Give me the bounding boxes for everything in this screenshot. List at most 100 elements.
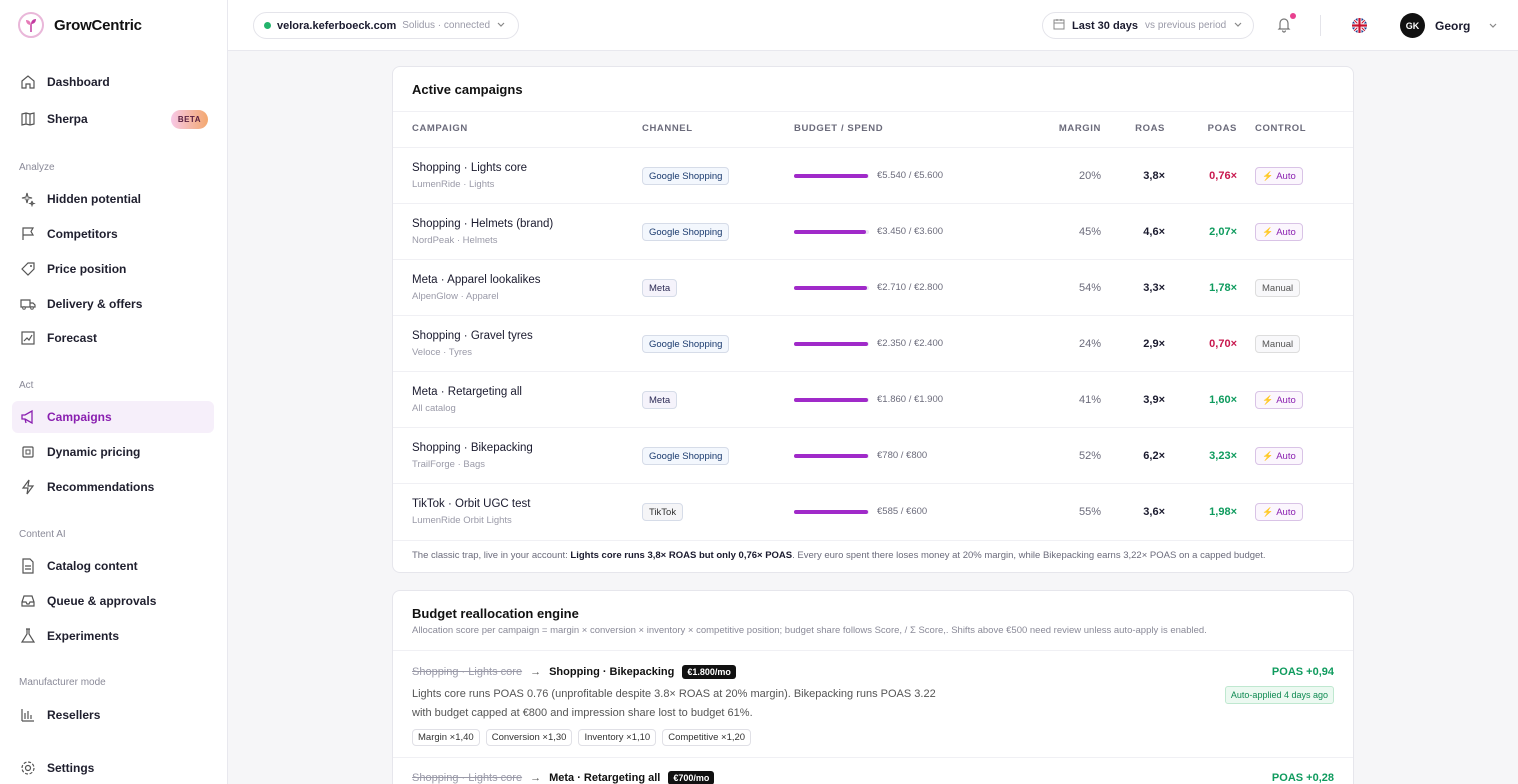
roas-value: 4,6× bbox=[1143, 226, 1165, 238]
budget-progress-bar bbox=[794, 510, 869, 514]
table-row[interactable]: Shopping · Helmets (brand) NordPeak · Hel… bbox=[393, 203, 1353, 259]
table-row[interactable]: Shopping · Lights core LumenRide · Lights… bbox=[393, 147, 1353, 203]
sidebar-item-label: Resellers bbox=[47, 708, 101, 722]
sidebar-item-delivery-offers[interactable]: Delivery & offers bbox=[12, 288, 214, 320]
sidebar-item-label: Delivery & offers bbox=[47, 297, 143, 311]
card-subtitle: Allocation score per campaign = margin ×… bbox=[412, 625, 1207, 636]
control-toggle[interactable]: ⚡ Auto bbox=[1255, 391, 1303, 409]
gear-icon bbox=[19, 759, 37, 777]
connected-status-dot bbox=[264, 22, 271, 29]
campaign-name: Shopping · Bikepacking bbox=[412, 442, 533, 454]
shift-amount: €700/mo bbox=[668, 771, 715, 784]
lightning-icon: ⚡ bbox=[1262, 226, 1274, 237]
nav-section-analyze: Analyze bbox=[19, 162, 55, 173]
sidebar-item-resellers[interactable]: Resellers bbox=[12, 699, 214, 731]
control-toggle[interactable]: ⚡ Auto bbox=[1255, 223, 1303, 241]
poas-delta: POAS +0,94 bbox=[1271, 666, 1334, 678]
campaign-name: Shopping · Helmets (brand) bbox=[412, 218, 554, 230]
factor-tag: Competitive ×1,20 bbox=[662, 729, 752, 746]
budget-progress-fill bbox=[794, 174, 869, 178]
sidebar-item-hidden-potential[interactable]: Hidden potential bbox=[12, 183, 214, 215]
user-menu[interactable]: GK Georg bbox=[1400, 13, 1498, 38]
shift-from: Shopping · Lights core bbox=[412, 772, 523, 784]
table-row[interactable]: Shopping · Bikepacking TrailForge · Bags G… bbox=[393, 427, 1353, 483]
store-selector[interactable]: velora.keferboeck.com Solidus · connecte… bbox=[253, 12, 520, 39]
roas-value: 3,9× bbox=[1143, 394, 1165, 406]
table-row[interactable]: Meta · Retargeting all All catalog Meta €1.… bbox=[393, 371, 1353, 427]
margin-value: 41% bbox=[1078, 394, 1101, 406]
sidebar-item-label: Catalog content bbox=[47, 559, 138, 573]
sidebar-item-label: Campaigns bbox=[47, 410, 112, 424]
beta-badge: BETA bbox=[170, 109, 208, 129]
reallocation-item[interactable]: Shopping · Lights core → Meta · Retarget… bbox=[393, 757, 1353, 784]
budget-progress-fill bbox=[794, 230, 866, 234]
budget-spend: €2.350 / €2.400 bbox=[877, 338, 944, 349]
budget-spend: €2.710 / €2.800 bbox=[877, 282, 944, 293]
control-toggle[interactable]: ⚡ Auto bbox=[1255, 447, 1303, 465]
budget-spend: €585 / €600 bbox=[877, 506, 928, 517]
margin-value: 52% bbox=[1078, 450, 1101, 462]
campaign-sub: All catalog bbox=[412, 403, 456, 414]
poas-value: 0,76× bbox=[1209, 170, 1237, 182]
sidebar-item-competitors[interactable]: Competitors bbox=[12, 218, 214, 250]
chevron-down-icon bbox=[1233, 19, 1243, 32]
nav-section-manufacturer-mode: Manufacturer mode bbox=[19, 677, 106, 688]
factor-tag: Inventory ×1,10 bbox=[578, 729, 657, 746]
document-icon bbox=[19, 557, 37, 575]
margin-value: 45% bbox=[1078, 226, 1101, 238]
table-row[interactable]: TikTok · Orbit UGC test LumenRide Orbit L… bbox=[393, 483, 1353, 539]
roas-value: 6,2× bbox=[1143, 450, 1165, 462]
header-divider bbox=[1320, 15, 1321, 36]
sidebar-item-catalog-content[interactable]: Catalog content bbox=[12, 550, 214, 582]
period-selector[interactable]: Last 30 days vs previous period bbox=[1042, 12, 1255, 39]
reallocation-item[interactable]: Shopping · Lights core → Shopping · Bike… bbox=[393, 650, 1353, 758]
sidebar-item-experiments[interactable]: Experiments bbox=[12, 620, 214, 652]
control-toggle[interactable]: Manual bbox=[1255, 279, 1301, 297]
sidebar-item-dynamic-pricing[interactable]: Dynamic pricing bbox=[12, 436, 214, 468]
chevron-down-icon bbox=[496, 19, 506, 32]
sidebar-item-label: Recommendations bbox=[47, 480, 155, 494]
budget-spend: €5.540 / €5.600 bbox=[877, 170, 944, 181]
store-status: Solidus · connected bbox=[402, 20, 491, 31]
lightning-icon: ⚡ bbox=[1262, 506, 1274, 517]
sidebar-item-recommendations[interactable]: Recommendations bbox=[12, 471, 214, 503]
shift-amount: €1.800/mo bbox=[682, 665, 736, 679]
footnote-text: . Every euro spent there loses money at … bbox=[792, 550, 1266, 561]
sidebar-item-sherpa[interactable]: Sherpa BETA bbox=[12, 103, 214, 135]
sidebar-item-label: Dynamic pricing bbox=[47, 445, 141, 459]
roas-value: 3,3× bbox=[1143, 282, 1165, 294]
chip-icon bbox=[19, 443, 37, 461]
control-toggle[interactable]: ⚡ Auto bbox=[1255, 503, 1303, 521]
notifications-button[interactable] bbox=[1276, 13, 1296, 38]
arrow-right-icon: → bbox=[530, 666, 542, 678]
inbox-icon bbox=[19, 592, 37, 610]
sidebar-item-campaigns[interactable]: Campaigns bbox=[12, 401, 214, 433]
sidebar-item-price-position[interactable]: Price position bbox=[12, 253, 214, 285]
sidebar-item-settings[interactable]: Settings bbox=[12, 752, 214, 784]
sidebar-item-label: Sherpa bbox=[47, 112, 88, 126]
sidebar-item-dashboard[interactable]: Dashboard bbox=[12, 66, 214, 98]
chart-line-icon bbox=[19, 329, 37, 347]
control-toggle[interactable]: ⚡ Auto bbox=[1255, 167, 1303, 185]
control-toggle[interactable]: Manual bbox=[1255, 335, 1301, 353]
margin-value: 55% bbox=[1078, 506, 1101, 518]
campaign-name: Shopping · Gravel tyres bbox=[412, 330, 533, 342]
budget-progress-bar bbox=[794, 454, 869, 458]
shift-to: Meta · Retargeting all bbox=[549, 772, 661, 784]
sidebar-item-queue-approvals[interactable]: Queue & approvals bbox=[12, 585, 214, 617]
table-row[interactable]: Shopping · Gravel tyres Veloce · Tyres Goo… bbox=[393, 315, 1353, 371]
megaphone-icon bbox=[19, 408, 37, 426]
channel-chip: Google Shopping bbox=[642, 447, 730, 465]
col-campaign: CAMPAIGN bbox=[412, 123, 468, 134]
lightning-icon: ⚡ bbox=[1262, 170, 1274, 181]
control-label: Manual bbox=[1262, 338, 1294, 350]
sidebar-item-label: Settings bbox=[47, 761, 95, 775]
uk-flag-icon[interactable] bbox=[1352, 18, 1367, 33]
sidebar-item-forecast[interactable]: Forecast bbox=[12, 322, 214, 354]
brand[interactable]: GrowCentric bbox=[18, 12, 142, 38]
top-header: velora.keferboeck.com Solidus · connecte… bbox=[228, 0, 1518, 51]
truck-icon bbox=[19, 295, 37, 313]
sidebar-item-label: Competitors bbox=[47, 227, 118, 241]
table-row[interactable]: Meta · Apparel lookalikes AlpenGlow · App… bbox=[393, 259, 1353, 315]
margin-value: 24% bbox=[1078, 338, 1101, 350]
